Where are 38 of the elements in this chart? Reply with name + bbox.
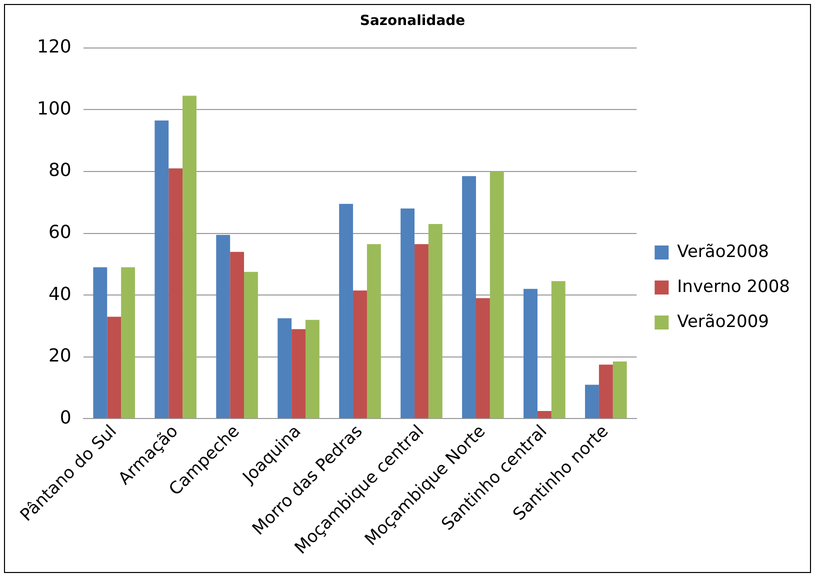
y-tick-label: 100 <box>36 98 72 120</box>
y-tick-label: 80 <box>48 160 72 182</box>
bar <box>182 96 196 418</box>
bar <box>598 364 613 418</box>
bar <box>244 272 258 418</box>
bar <box>93 267 108 418</box>
bar <box>292 329 306 418</box>
y-tick-label: 60 <box>48 222 72 243</box>
bar <box>278 318 292 418</box>
bar <box>537 411 552 418</box>
y-tick-label: 120 <box>36 36 72 58</box>
y-tick-label: 0 <box>60 407 72 428</box>
bar <box>612 362 627 418</box>
bar <box>490 171 504 418</box>
bar <box>551 281 566 418</box>
bar <box>476 298 490 418</box>
bar <box>107 316 122 418</box>
bar <box>339 204 354 418</box>
y-tick-label: 40 <box>48 284 72 305</box>
bar <box>428 224 442 418</box>
chart-title: Sazonalidade <box>360 13 466 30</box>
y-tick-label: 20 <box>48 346 72 367</box>
legend-label: Verão2008 <box>677 242 770 262</box>
bar <box>230 252 244 418</box>
legend-label: Inverno 2008 <box>677 276 790 297</box>
bar <box>414 244 428 418</box>
bar <box>524 288 538 418</box>
bar <box>121 267 135 418</box>
legend-label: Verão2009 <box>677 312 770 332</box>
bar <box>400 208 415 418</box>
bar <box>462 176 476 418</box>
bar <box>305 320 320 418</box>
bar <box>353 290 367 418</box>
bar <box>154 120 169 418</box>
bar <box>585 384 599 418</box>
bar <box>366 244 381 418</box>
bar <box>168 168 183 418</box>
bar <box>216 234 230 418</box>
